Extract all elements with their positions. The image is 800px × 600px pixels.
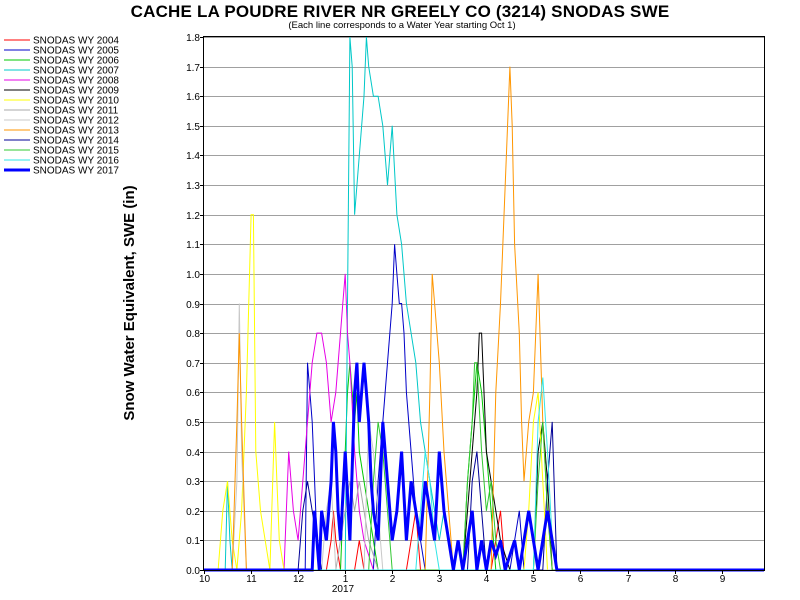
y-axis-ticks: 0.0 0.1 0.2 0.3 0.4 0.5 0.6 0.7 0.8 0.9 1.0 1.1 1.2 1… bbox=[186, 33, 204, 577]
legend-label: SNODAS WY 2004 bbox=[33, 36, 119, 47]
y-tick-label: 0.7 bbox=[186, 359, 200, 370]
series-line-wy-2017 bbox=[204, 362, 764, 572]
series-line-wy-2013 bbox=[204, 66, 764, 571]
legend-label: SNODAS WY 2008 bbox=[33, 76, 119, 87]
y-tick-label: 1.1 bbox=[186, 240, 200, 251]
x-tick-label: 12 bbox=[293, 574, 305, 585]
y-tick-label: 0.9 bbox=[186, 300, 200, 311]
y-axis-title-group: Snow Water Equivalent, SWE (in) bbox=[121, 185, 138, 420]
x-tick-label: 7 bbox=[626, 574, 632, 585]
legend-label: SNODAS WY 2014 bbox=[33, 136, 119, 147]
x-tick-label: 8 bbox=[673, 574, 679, 585]
chart-title: CACHE LA POUDRE RIVER NR GREELY CO (3214… bbox=[130, 2, 670, 21]
y-tick-label: 1.5 bbox=[186, 122, 200, 133]
legend-label: SNODAS WY 2017 bbox=[33, 166, 119, 177]
y-tick-label: 0.1 bbox=[186, 536, 200, 547]
legend-label: SNODAS WY 2016 bbox=[33, 156, 119, 167]
series-lines bbox=[204, 36, 764, 572]
legend-label: SNODAS WY 2015 bbox=[33, 146, 119, 157]
y-tick-label: 1.0 bbox=[186, 270, 200, 281]
y-tick-label: 1.7 bbox=[186, 63, 200, 74]
y-tick-label: 0.3 bbox=[186, 477, 200, 488]
legend-label: SNODAS WY 2007 bbox=[33, 66, 119, 77]
series-line-wy-2007 bbox=[204, 36, 764, 571]
legend-label: SNODAS WY 2006 bbox=[33, 56, 119, 67]
x-tick-label: 6 bbox=[578, 574, 584, 585]
plot-frame bbox=[203, 36, 765, 571]
y-tick-label: 0.6 bbox=[186, 388, 200, 399]
series-line-wy-2008 bbox=[204, 273, 764, 571]
series-line-wy-2011 bbox=[204, 481, 764, 571]
y-tick-label: 0.4 bbox=[186, 448, 200, 459]
legend-label: SNODAS WY 2012 bbox=[33, 116, 119, 127]
y-axis-title: Snow Water Equivalent, SWE (in) bbox=[121, 185, 138, 420]
x-tick-label: 3 bbox=[437, 574, 443, 585]
chart-subtitle: (Each line corresponds to a Water Year s… bbox=[288, 20, 516, 31]
series-line-wy-2014 bbox=[204, 421, 764, 571]
x-tick-label: 10 bbox=[199, 574, 211, 585]
y-tick-label: 1.8 bbox=[186, 33, 200, 44]
y-tick-label: 1.2 bbox=[186, 211, 200, 222]
legend-label: SNODAS WY 2009 bbox=[33, 86, 119, 97]
y-tick-label: 1.4 bbox=[186, 151, 200, 162]
y-tick-label: 0.8 bbox=[186, 329, 200, 340]
x-tick-label: 2 bbox=[390, 574, 396, 585]
y-tick-label: 0.2 bbox=[186, 507, 200, 518]
y-tick-label: 1.3 bbox=[186, 181, 200, 192]
x-tick-label: 4 bbox=[484, 574, 490, 585]
y-tick-label: 0.5 bbox=[186, 418, 200, 429]
series-line-wy-2012 bbox=[204, 303, 764, 571]
legend-label: SNODAS WY 2013 bbox=[33, 126, 119, 137]
x-year-label: 2017 bbox=[332, 584, 355, 595]
x-axis-ticks: 10 11 12 1 2 3 4 5 6 7 8 9 bbox=[199, 570, 726, 585]
x-tick-label: 9 bbox=[720, 574, 726, 585]
legend-label: SNODAS WY 2010 bbox=[33, 96, 119, 107]
y-tick-label: 1.6 bbox=[186, 92, 200, 103]
gridlines bbox=[204, 37, 764, 571]
legend-label: SNODAS WY 2005 bbox=[33, 46, 119, 57]
series-line-wy-2005 bbox=[204, 244, 764, 571]
x-tick-label: 11 bbox=[246, 574, 257, 585]
legend-label: SNODAS WY 2011 bbox=[33, 106, 119, 117]
y-tick-label: 0.0 bbox=[186, 566, 200, 577]
x-tick-label: 1 bbox=[343, 574, 349, 585]
x-tick-label: 5 bbox=[531, 574, 537, 585]
